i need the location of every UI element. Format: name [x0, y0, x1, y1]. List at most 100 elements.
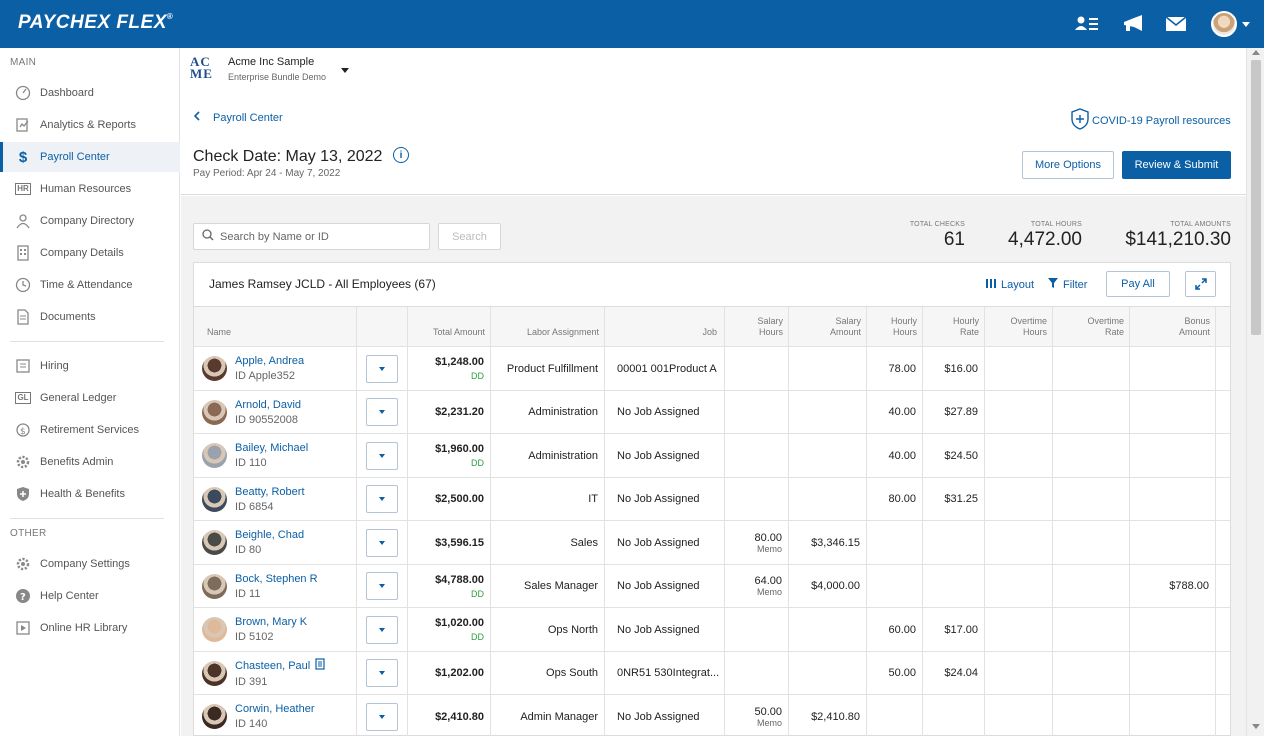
row-menu-button[interactable] [366, 441, 398, 470]
sidebar-item-time-attendance[interactable]: Time & Attendance [0, 270, 180, 300]
bonus-amount-cell[interactable] [1130, 478, 1216, 520]
row-menu-button[interactable] [366, 659, 398, 687]
sidebar-item-company-directory[interactable]: Company Directory [0, 206, 180, 236]
labor-assignment-cell[interactable]: Administration [491, 391, 605, 433]
back-to-payroll-center-link[interactable]: Payroll Center [193, 111, 283, 124]
col-header-labor-assignment[interactable]: Labor Assignment [491, 307, 605, 346]
hourly-rate-cell[interactable] [923, 521, 985, 564]
overtime-hours-cell[interactable] [985, 521, 1053, 564]
table-row[interactable]: Corwin, Heather ID 140 $2,410.80 Admin Mana… [194, 695, 1230, 736]
table-row[interactable]: Chasteen, Paul ID 391 $1,202.00 Ops South 0N… [194, 652, 1230, 695]
sidebar-item-online-hr-library[interactable]: Online HR Library [0, 613, 180, 643]
salary-amount-cell[interactable]: $4,000.00 [789, 565, 867, 607]
filter-button[interactable]: Filter [1048, 278, 1087, 291]
job-cell[interactable]: No Job Assigned [605, 521, 725, 564]
sidebar-item-company-details[interactable]: Company Details [0, 238, 180, 268]
page-scrollbar[interactable] [1246, 48, 1264, 736]
hourly-rate-cell[interactable]: $17.00 [923, 608, 985, 651]
sidebar-item-payroll-center[interactable]: $ Payroll Center [0, 142, 180, 172]
brand-logo[interactable]: PAYCHEX FLEX® [18, 12, 174, 33]
sidebar-item-help-center[interactable]: ? Help Center [0, 581, 180, 611]
overtime-rate-cell[interactable] [1053, 521, 1130, 564]
hourly-rate-cell[interactable]: $27.89 [923, 391, 985, 433]
sidebar-item-analytics[interactable]: Analytics & Reports [0, 110, 180, 140]
sidebar-item-dashboard[interactable]: Dashboard [0, 78, 180, 108]
user-avatar[interactable] [1211, 11, 1237, 37]
note-icon[interactable] [315, 658, 325, 673]
table-row[interactable]: Bock, Stephen R ID 11 $4,788.00 DD Sales Man… [194, 565, 1230, 608]
hourly-rate-cell[interactable]: $31.25 [923, 478, 985, 520]
job-cell[interactable]: No Job Assigned [605, 391, 725, 433]
bonus-amount-cell[interactable] [1130, 652, 1216, 694]
table-row[interactable]: Beatty, Robert ID 6854 $2,500.00 IT No Job A… [194, 478, 1230, 521]
salary-amount-cell[interactable]: $3,346.15 [789, 521, 867, 564]
salary-hours-cell[interactable]: 50.00 Memo [725, 695, 789, 736]
sidebar-item-retirement-services[interactable]: $ Retirement Services [0, 415, 180, 445]
salary-amount-cell[interactable] [789, 391, 867, 433]
hourly-rate-cell[interactable] [923, 695, 985, 736]
bonus-amount-cell[interactable] [1130, 695, 1216, 736]
company-name[interactable]: Acme Inc Sample [228, 56, 315, 68]
overtime-hours-cell[interactable] [985, 695, 1053, 736]
overtime-rate-cell[interactable] [1053, 652, 1130, 694]
sidebar-item-company-settings[interactable]: Company Settings [0, 549, 180, 579]
overtime-hours-cell[interactable] [985, 608, 1053, 651]
table-row[interactable]: Apple, Andrea ID Apple352 $1,248.00 DD Produ… [194, 347, 1230, 391]
table-row[interactable]: Bailey, Michael ID 110 $1,960.00 DD Administ… [194, 434, 1230, 478]
salary-amount-cell[interactable] [789, 347, 867, 390]
job-cell[interactable]: No Job Assigned [605, 434, 725, 477]
overtime-rate-cell[interactable] [1053, 565, 1130, 607]
salary-amount-cell[interactable]: $2,410.80 [789, 695, 867, 736]
bonus-amount-cell[interactable] [1130, 608, 1216, 651]
bonus-amount-cell[interactable] [1130, 521, 1216, 564]
hourly-rate-cell[interactable] [923, 565, 985, 607]
job-cell[interactable]: 0NR51 530Integrat... [605, 652, 725, 694]
sidebar-item-human-resources[interactable]: HR Human Resources [0, 174, 180, 204]
labor-assignment-cell[interactable]: Administration [491, 434, 605, 477]
bonus-amount-cell[interactable] [1130, 391, 1216, 433]
labor-assignment-cell[interactable]: Sales Manager [491, 565, 605, 607]
salary-hours-cell[interactable] [725, 608, 789, 651]
row-menu-button[interactable] [366, 615, 398, 644]
table-row[interactable]: Beighle, Chad ID 80 $3,596.15 Sales No Job A… [194, 521, 1230, 565]
row-menu-button[interactable] [366, 702, 398, 731]
sidebar-item-general-ledger[interactable]: GL General Ledger [0, 383, 180, 413]
col-header-bonus-amount[interactable]: Bonus Amount [1130, 307, 1216, 346]
overtime-rate-cell[interactable] [1053, 434, 1130, 477]
overtime-hours-cell[interactable] [985, 652, 1053, 694]
job-cell[interactable]: No Job Assigned [605, 565, 725, 607]
hourly-hours-cell[interactable] [867, 695, 923, 736]
sidebar-item-benefits-admin[interactable]: Benefits Admin [0, 447, 180, 477]
salary-hours-cell[interactable] [725, 391, 789, 433]
chevron-down-icon[interactable] [1242, 22, 1250, 27]
col-header-salary-hours[interactable]: Salary Hours [725, 307, 789, 346]
labor-assignment-cell[interactable]: Ops North [491, 608, 605, 651]
hourly-hours-cell[interactable]: 80.00 [867, 478, 923, 520]
overtime-rate-cell[interactable] [1053, 478, 1130, 520]
megaphone-icon[interactable] [1120, 12, 1146, 36]
employee-name-link[interactable]: Bailey, Michael [235, 442, 309, 454]
hourly-hours-cell[interactable]: 40.00 [867, 434, 923, 477]
overtime-hours-cell[interactable] [985, 478, 1053, 520]
bonus-amount-cell[interactable] [1130, 347, 1216, 390]
salary-hours-cell[interactable] [725, 434, 789, 477]
hourly-hours-cell[interactable] [867, 565, 923, 607]
overtime-rate-cell[interactable] [1053, 695, 1130, 736]
overtime-rate-cell[interactable] [1053, 608, 1130, 651]
scroll-thumb[interactable] [1251, 60, 1261, 335]
salary-amount-cell[interactable] [789, 652, 867, 694]
col-header-job[interactable]: Job [605, 307, 725, 346]
labor-assignment-cell[interactable]: IT [491, 478, 605, 520]
col-header-salary-amount[interactable]: Salary Amount [789, 307, 867, 346]
salary-hours-cell[interactable] [725, 347, 789, 390]
labor-assignment-cell[interactable]: Product Fulfillment [491, 347, 605, 390]
bonus-amount-cell[interactable] [1130, 434, 1216, 477]
hourly-rate-cell[interactable]: $16.00 [923, 347, 985, 390]
employee-name-link[interactable]: Apple, Andrea [235, 355, 305, 367]
hourly-hours-cell[interactable]: 50.00 [867, 652, 923, 694]
labor-assignment-cell[interactable]: Sales [491, 521, 605, 564]
col-header-name[interactable]: Name [194, 307, 357, 346]
col-header-hourly-rate[interactable]: Hourly Rate [923, 307, 985, 346]
salary-amount-cell[interactable] [789, 478, 867, 520]
bonus-amount-cell[interactable]: $788.00 [1130, 565, 1216, 607]
